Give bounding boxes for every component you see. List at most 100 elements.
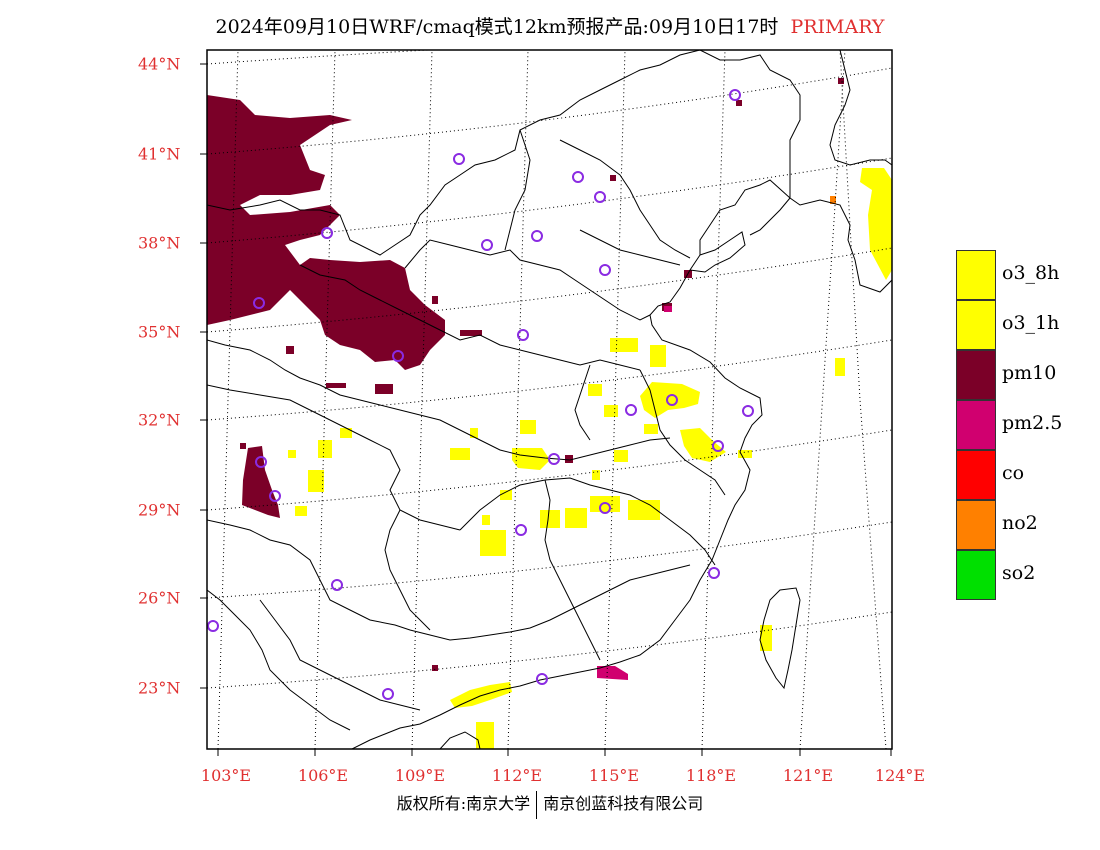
station-marker <box>253 297 265 309</box>
lon-label: 124°E <box>874 766 926 785</box>
lat-label: 38°N <box>138 233 181 253</box>
station-marker <box>729 89 741 101</box>
o3-patch <box>592 470 600 480</box>
province-line <box>574 364 591 441</box>
station-markers <box>207 89 754 700</box>
taiwan-island <box>759 587 801 690</box>
legend-label: no2 <box>1002 512 1038 534</box>
o3-region-liaodong <box>860 168 892 280</box>
o3-patch <box>650 345 666 367</box>
copyright-owner: 版权所有:南京大学 <box>396 794 531 813</box>
boundaries <box>207 50 892 749</box>
copyright-company: 南京创蓝科技有限公司 <box>543 794 704 813</box>
province-line <box>639 369 726 496</box>
station-marker <box>536 673 548 685</box>
pm25-patch <box>597 666 628 680</box>
map-frame <box>206 49 893 750</box>
legend-swatch <box>956 350 996 400</box>
o3-patch <box>450 448 470 460</box>
station-marker <box>269 490 281 502</box>
legend-label: o3_1h <box>1002 312 1060 334</box>
province-line <box>207 339 671 461</box>
station-marker <box>392 350 404 362</box>
station-marker <box>481 239 493 251</box>
border-east-ne <box>829 50 892 166</box>
o3-patch <box>500 490 512 500</box>
o3-patch <box>565 508 587 528</box>
o3-patch <box>470 428 478 438</box>
o3-patch <box>628 500 660 520</box>
station-marker <box>666 394 678 406</box>
lat-label: 26°N <box>138 588 181 608</box>
o3-patch <box>476 722 494 749</box>
o3-patch <box>480 530 506 556</box>
station-marker <box>531 230 543 242</box>
station-marker <box>321 227 333 239</box>
liaodong-peninsula <box>749 197 791 236</box>
station-marker <box>572 171 584 183</box>
station-marker <box>599 264 611 276</box>
hainan-island <box>439 731 481 749</box>
legend-label: o3_8h <box>1002 262 1060 284</box>
o3-patch <box>614 450 628 462</box>
station-marker <box>255 456 267 468</box>
tick-marks <box>200 63 892 756</box>
pm10-patch <box>460 330 482 336</box>
pm10-patch <box>610 175 616 181</box>
map-title: 2024年09月10日WRF/cmaq模式12km预报产品:09月10日17时 P… <box>0 12 1100 39</box>
o3-region-central <box>512 448 550 470</box>
o3-patch <box>760 625 772 651</box>
province-line <box>459 477 716 566</box>
station-marker <box>548 453 560 465</box>
o3-patch <box>482 515 490 525</box>
station-marker <box>331 579 343 591</box>
o3-patch <box>308 470 324 492</box>
o3-patch <box>610 338 638 352</box>
o3-patch <box>288 450 296 458</box>
station-marker <box>207 620 219 632</box>
copyright-footer: 版权所有:南京大学 南京创蓝科技有限公司 <box>0 790 1100 819</box>
station-marker <box>712 440 724 452</box>
legend-swatch <box>956 450 996 500</box>
province-line <box>259 599 421 711</box>
station-marker <box>742 405 754 417</box>
title-text: 2024年09月10日WRF/cmaq模式12km预报产品:09月10日17时 <box>215 16 779 38</box>
station-marker <box>599 502 611 514</box>
o3-patch <box>520 420 536 434</box>
shandong-peninsula <box>689 231 746 273</box>
lat-label: 35°N <box>138 322 181 342</box>
pm10-patch <box>240 443 246 449</box>
footer-divider <box>536 790 538 819</box>
pm10-patch <box>375 384 393 394</box>
pm10-layer <box>207 78 844 696</box>
pm10-region-north <box>207 95 445 370</box>
lat-label: 29°N <box>138 500 181 520</box>
o3-patch <box>604 405 618 417</box>
lon-label: 121°E <box>782 766 834 785</box>
province-line <box>559 139 691 259</box>
lon-label: 118°E <box>685 766 737 785</box>
pm10-patch <box>286 346 294 354</box>
o3-region-southeast <box>680 428 726 462</box>
lat-label: 32°N <box>138 410 181 430</box>
legend-label: pm10 <box>1002 362 1057 384</box>
station-marker <box>515 524 527 536</box>
o3-region-south-coast <box>450 682 512 708</box>
coastline <box>351 179 892 749</box>
legend-swatch <box>956 550 996 600</box>
legend-swatch <box>956 500 996 550</box>
o3-patch <box>295 506 307 516</box>
pm25-layer <box>597 306 672 680</box>
province-line <box>207 519 691 641</box>
lon-label: 115°E <box>588 766 640 785</box>
legend-label: so2 <box>1002 562 1036 584</box>
o3-patch <box>644 424 658 434</box>
primary-badge: PRIMARY <box>790 16 885 38</box>
pm10-patch <box>432 665 438 671</box>
o3-layer <box>288 168 892 749</box>
station-marker <box>625 404 637 416</box>
lon-label: 112°E <box>491 766 543 785</box>
legend-label: co <box>1002 462 1025 484</box>
province-line <box>299 264 641 371</box>
